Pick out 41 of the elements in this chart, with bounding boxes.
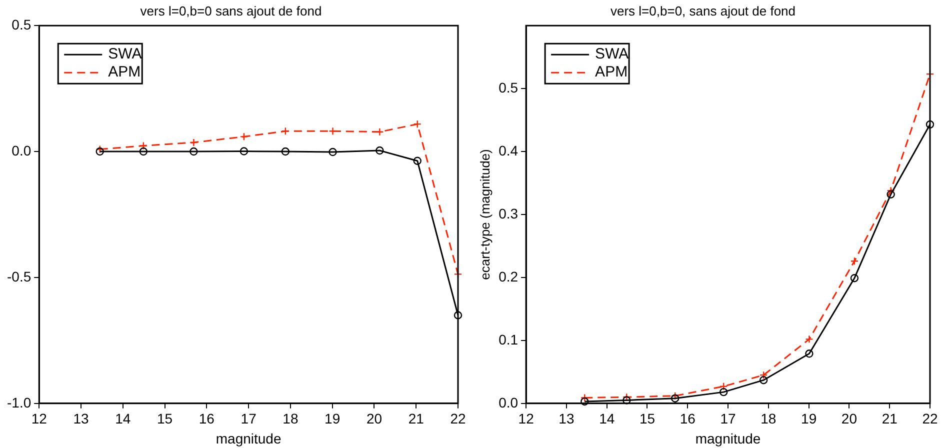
x-tick-label: 15 [157,410,173,427]
x-tick-label: 17 [240,410,257,427]
legend-label: APM [595,64,628,81]
x-tick-label: 16 [680,410,696,427]
x-tick-label: 20 [841,410,858,427]
x-tick-label: 12 [31,410,48,427]
x-tick-label: 16 [198,410,215,427]
chart-title: vers l=0,b=0 sans ajout de fond [140,3,322,18]
y-tick-label: 0.0 [498,394,518,410]
legend-label: APM [108,64,141,81]
x-tick-label: 15 [639,410,656,427]
x-tick-label: 21 [882,410,898,427]
y-tick-label: 0.3 [498,205,518,222]
x-tick-label: 12 [518,410,534,427]
y-tick-label: 0.0 [12,142,32,158]
x-tick-label: 20 [366,410,382,427]
x-tick-label: 14 [599,410,615,427]
x-axis-title: magnitude [695,430,761,446]
y-tick-label: 0.2 [498,268,518,284]
x-tick-label: 22 [450,410,466,427]
y-tick-label: 0.5 [498,79,518,96]
x-tick-label: 19 [801,410,817,427]
x-tick-label: 13 [558,410,574,427]
x-tick-label: 19 [324,410,340,427]
y-axis-title: ecart-type (magnitude) [477,149,492,280]
legend-label: SWA [108,46,142,63]
x-axis-title: magnitude [216,430,282,446]
x-tick-label: 13 [73,410,90,427]
x-tick-label: 21 [408,410,424,427]
y-tick-label: 0.4 [498,142,518,158]
x-tick-label: 22 [922,410,938,427]
x-tick-label: 18 [760,410,776,427]
x-tick-label: 14 [115,410,131,427]
y-tick-label: -0.5 [7,268,32,284]
chart-title: vers l=0,b=0, sans ajout de fond [610,3,796,18]
y-tick-label: -1.0 [7,394,32,410]
x-tick-label: 18 [282,410,298,427]
legend-label: SWA [595,46,629,63]
x-tick-label: 17 [720,410,736,427]
y-tick-label: 0.5 [12,16,32,32]
y-tick-label: 0.1 [498,331,518,348]
